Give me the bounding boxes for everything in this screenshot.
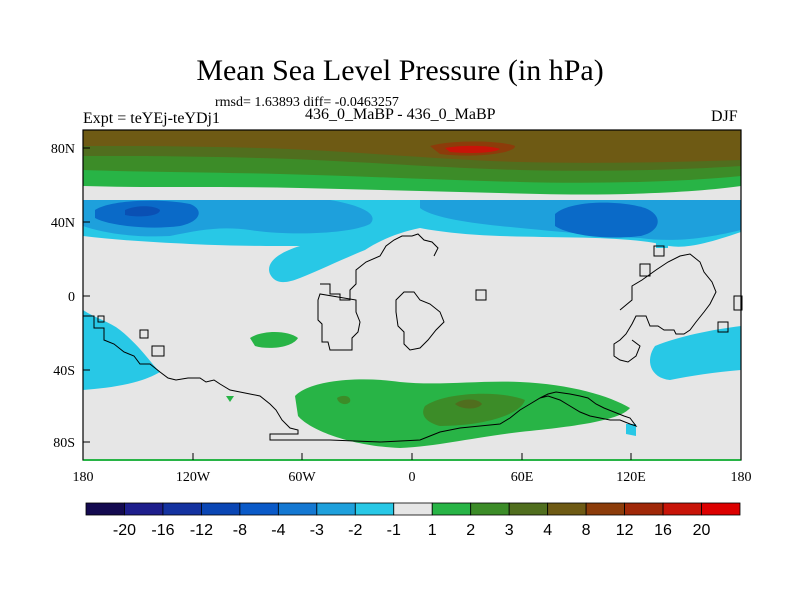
field-lightblue-atlantic bbox=[732, 204, 741, 218]
colorbar-swatch bbox=[431, 502, 472, 516]
colorbar-label: -16 bbox=[151, 522, 174, 539]
lat-label: 0 bbox=[68, 290, 75, 305]
field-darkgreen-south-1 bbox=[423, 393, 525, 426]
colorbar-label: 16 bbox=[654, 522, 672, 539]
lat-label: 40N bbox=[51, 216, 75, 231]
stats-text: rmsd= 1.63893 diff= -0.0463257 bbox=[215, 95, 399, 110]
coastline-small-islands bbox=[475, 245, 743, 333]
lon-label: 0 bbox=[409, 470, 416, 485]
colorbar-label: 12 bbox=[616, 522, 634, 539]
colorbar-swatch bbox=[277, 502, 318, 516]
colorbar-swatch bbox=[701, 502, 741, 516]
coastline-africa bbox=[395, 291, 445, 351]
colorbar-swatch bbox=[470, 502, 510, 516]
colorbar-swatch bbox=[585, 502, 625, 516]
field-olive-south bbox=[455, 399, 482, 409]
colorbar-label: 20 bbox=[693, 522, 711, 539]
colorbar-swatch bbox=[124, 502, 164, 516]
colorbar-label: -3 bbox=[310, 522, 324, 539]
colorbar-label: 3 bbox=[505, 522, 514, 539]
map-plot-area bbox=[83, 130, 741, 460]
field-brown-north bbox=[83, 130, 741, 163]
lat-axis: 80N 40N 0 40S 80S bbox=[51, 142, 90, 451]
colorbar-swatch bbox=[354, 502, 395, 516]
colorbar-swatch bbox=[508, 502, 549, 516]
field-green-south-blob bbox=[250, 332, 298, 348]
colorbar-swatch bbox=[239, 502, 279, 516]
lat-label: 80N bbox=[51, 142, 75, 157]
field-deepblue-north bbox=[125, 206, 160, 217]
experiment-label: Expt = teYEj-teYDj1 bbox=[83, 110, 220, 127]
colorbar-swatch bbox=[624, 502, 664, 516]
chart-title: Mean Sea Level Pressure (in hPa) bbox=[196, 54, 604, 87]
colorbar-swatch bbox=[162, 502, 202, 516]
colorbar-label: 4 bbox=[543, 522, 552, 539]
colorbar-swatch bbox=[547, 502, 587, 516]
colorbar-label: 8 bbox=[582, 522, 591, 539]
colorbar: -20 -16 -12 -8 -4 -3 -2 -1 1 2 3 4 8 12 16 20 bbox=[85, 502, 741, 539]
field-green-small-1 bbox=[226, 396, 234, 402]
colorbar-swatch bbox=[662, 502, 702, 516]
coastline-australia-indonesia bbox=[613, 253, 717, 363]
colorbar-swatch bbox=[316, 502, 356, 516]
lon-label: 60E bbox=[511, 470, 534, 485]
field-cyan-small bbox=[626, 424, 636, 436]
field-cyan-small-2 bbox=[656, 240, 668, 248]
season-label: DJF bbox=[711, 108, 738, 125]
field-blue-north-2 bbox=[555, 202, 658, 238]
lon-axis: 180 120W 60W 0 60E 120E 180 bbox=[73, 453, 752, 485]
lon-label: 120W bbox=[176, 470, 211, 485]
coastline-antarctica-west bbox=[83, 315, 638, 443]
lat-label: 80S bbox=[53, 436, 75, 451]
colorbar-label: -1 bbox=[387, 522, 401, 539]
subtitle: 436_0_MaBP - 436_0_MaBP bbox=[305, 106, 496, 123]
colorbar-swatch bbox=[393, 502, 433, 516]
colorbar-swatch bbox=[85, 502, 125, 516]
coastline-antarctic-islands bbox=[97, 315, 165, 357]
coastlines bbox=[83, 233, 743, 443]
field-cyan-south-east bbox=[650, 326, 741, 380]
colorbar-label: -20 bbox=[113, 522, 136, 539]
lon-label: 60W bbox=[288, 470, 316, 485]
lon-label: 180 bbox=[73, 470, 94, 485]
colorbar-label: -8 bbox=[233, 522, 247, 539]
lon-label: 180 bbox=[731, 470, 752, 485]
colorbar-label: 2 bbox=[466, 522, 475, 539]
lat-label: 40S bbox=[53, 364, 75, 379]
field-darkgreen-south-2 bbox=[337, 395, 351, 405]
colorbar-label: -4 bbox=[271, 522, 285, 539]
colorbar-label: -2 bbox=[348, 522, 362, 539]
coastline-south-america bbox=[317, 233, 439, 351]
lon-label: 120E bbox=[616, 470, 646, 485]
colorbar-swatch bbox=[201, 502, 241, 516]
colorbar-label: -12 bbox=[190, 522, 213, 539]
colorbar-label: 1 bbox=[428, 522, 437, 539]
field-red-north bbox=[445, 145, 500, 153]
